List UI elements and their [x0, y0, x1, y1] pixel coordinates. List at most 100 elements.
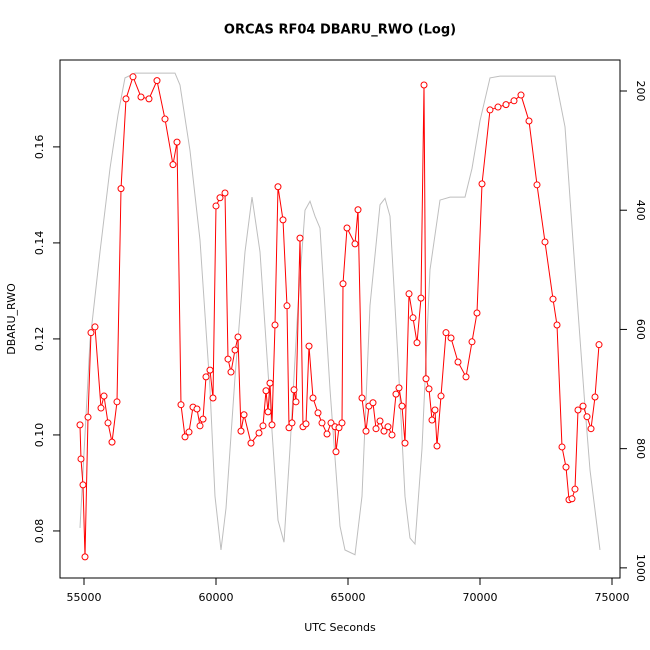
data-point [264, 408, 272, 416]
data-point [405, 290, 413, 298]
data-point [290, 386, 298, 394]
data-point [153, 77, 161, 85]
data-point [591, 393, 599, 401]
data-point [76, 421, 84, 429]
data-point [380, 427, 388, 435]
data-point [413, 339, 421, 347]
data-point [209, 394, 217, 402]
y2-tick-label: 600 [634, 319, 647, 340]
data-point [216, 194, 224, 202]
y2-tick-label: 200 [634, 80, 647, 101]
data-point [587, 425, 595, 433]
data-point [268, 421, 276, 429]
data-point [376, 417, 384, 425]
data-point [202, 373, 210, 381]
y-axis-label: DBARU_RWO [5, 283, 18, 355]
data-point [417, 294, 425, 302]
data-point [240, 411, 248, 419]
y-tick-label: 0.08 [33, 519, 46, 544]
data-point [420, 81, 428, 89]
data-point [305, 342, 313, 350]
data-point [517, 91, 525, 99]
data-point [447, 334, 455, 342]
data-point [392, 390, 400, 398]
data-point [274, 183, 282, 191]
plot-frame [59, 59, 621, 579]
data-point [255, 429, 263, 437]
data-point [77, 455, 85, 463]
data-point [468, 338, 476, 346]
data-point [583, 413, 591, 421]
data-point [437, 392, 445, 400]
y2-tick-label: 400 [634, 200, 647, 221]
data-point [262, 387, 270, 395]
data-point [234, 333, 242, 341]
data-point [199, 415, 207, 423]
y-tick-label: 0.12 [33, 327, 46, 352]
data-point [292, 398, 300, 406]
data-point [161, 115, 169, 123]
data-point [579, 402, 587, 410]
data-point [332, 448, 340, 456]
data-point [271, 321, 279, 329]
data-point [351, 240, 359, 248]
data-point [384, 423, 392, 431]
data-point [525, 117, 533, 125]
data-point [422, 375, 430, 383]
data-point [283, 302, 291, 310]
x-tick-label: 65000 [330, 591, 365, 604]
data-point [296, 234, 304, 242]
data-point [425, 385, 433, 393]
data-point [494, 103, 502, 111]
data-point [362, 427, 370, 435]
data-point [224, 355, 232, 363]
data-point [227, 368, 235, 376]
x-tick-label: 75000 [595, 591, 630, 604]
data-point [339, 280, 347, 288]
data-point [442, 329, 450, 337]
data-point [221, 189, 229, 197]
data-point [369, 399, 377, 407]
data-point [433, 442, 441, 450]
data-point [558, 443, 566, 451]
data-point [87, 329, 95, 337]
data-point [173, 138, 181, 146]
data-point [81, 553, 89, 561]
data-point [137, 93, 145, 101]
data-point [372, 425, 380, 433]
data-point [478, 180, 486, 188]
data-point [323, 430, 331, 438]
data-point [129, 73, 137, 81]
data-point [100, 392, 108, 400]
data-point [279, 216, 287, 224]
data-point [486, 106, 494, 114]
data-point [237, 427, 245, 435]
data-point [553, 321, 561, 329]
y2-tick-label: 1000 [634, 554, 647, 582]
data-point [212, 202, 220, 210]
data-point [193, 405, 201, 413]
data-point [79, 481, 87, 489]
data-point [454, 358, 462, 366]
data-point [84, 413, 92, 421]
data-point [196, 422, 204, 430]
data-point [181, 433, 189, 441]
data-point [231, 346, 239, 354]
data-point [206, 366, 214, 374]
data-point [388, 431, 396, 439]
data-point [354, 206, 362, 214]
data-point [462, 373, 470, 381]
y-tick-label: 0.14 [33, 231, 46, 256]
data-point [266, 379, 274, 387]
data-point [335, 424, 343, 432]
data-point [562, 463, 570, 471]
data-point [473, 309, 481, 317]
data-point [568, 495, 576, 503]
data-point [259, 422, 267, 430]
data-point [113, 398, 121, 406]
data-point [533, 181, 541, 189]
data-point [428, 416, 436, 424]
data-point [185, 428, 193, 436]
